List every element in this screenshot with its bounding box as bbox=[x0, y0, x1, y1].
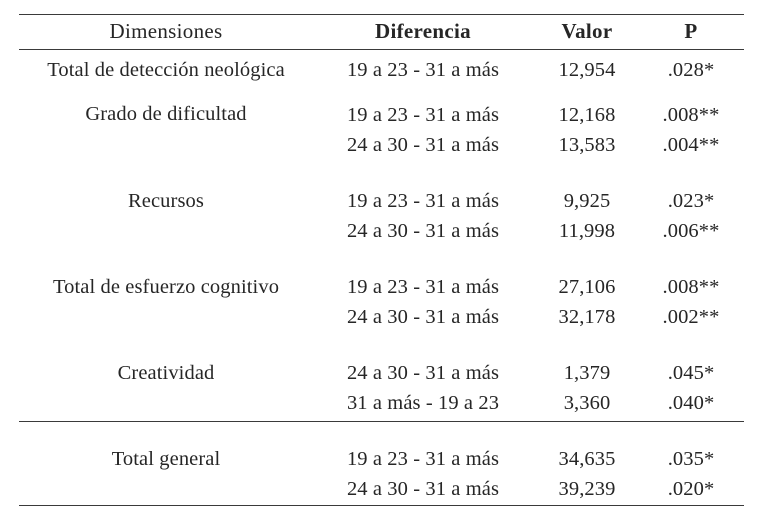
valor-cell: 12,168 bbox=[558, 104, 616, 126]
valor-cell: 1,379 bbox=[563, 362, 611, 384]
table-top-rule bbox=[19, 14, 744, 15]
header-valor: Valor bbox=[561, 19, 613, 43]
p-cell: .020* bbox=[667, 478, 715, 500]
header-p: P bbox=[684, 19, 698, 43]
dimension-label: Recursos bbox=[128, 190, 204, 212]
diferencia-cell: 19 a 23 - 31 a más bbox=[346, 59, 500, 81]
table-bottom-rule bbox=[19, 505, 744, 506]
p-cell: .008** bbox=[662, 276, 720, 298]
dimension-label: Creatividad bbox=[117, 362, 215, 384]
diferencia-cell: 24 a 30 - 31 a más bbox=[346, 134, 500, 156]
header-diferencia: Diferencia bbox=[375, 19, 471, 43]
diferencia-cell: 19 a 23 - 31 a más bbox=[346, 190, 500, 212]
dimension-label: Grado de dificultad bbox=[85, 103, 247, 125]
valor-cell: 13,583 bbox=[558, 134, 616, 156]
dimension-label: Total de esfuerzo cognitivo bbox=[52, 276, 280, 298]
diferencia-cell: 19 a 23 - 31 a más bbox=[346, 448, 500, 470]
p-cell: .008** bbox=[662, 104, 720, 126]
valor-cell: 9,925 bbox=[563, 190, 611, 212]
summary-rule bbox=[19, 421, 744, 422]
valor-cell: 34,635 bbox=[558, 448, 616, 470]
p-cell: .006** bbox=[662, 220, 720, 242]
p-cell: .040* bbox=[667, 392, 715, 414]
p-cell: .004** bbox=[662, 134, 720, 156]
valor-cell: 3,360 bbox=[563, 392, 611, 414]
diferencia-cell: 24 a 30 - 31 a más bbox=[346, 220, 500, 242]
dimension-label: Total de detección neológica bbox=[47, 59, 285, 81]
diferencia-cell: 24 a 30 - 31 a más bbox=[346, 306, 500, 328]
diferencia-cell: 31 a más - 19 a 23 bbox=[346, 392, 500, 414]
p-cell: .028* bbox=[667, 59, 715, 81]
header-dimensiones: Dimensiones bbox=[109, 19, 223, 43]
diferencia-cell: 24 a 30 - 31 a más bbox=[346, 362, 500, 384]
p-cell: .035* bbox=[667, 448, 715, 470]
diferencia-cell: 19 a 23 - 31 a más bbox=[346, 276, 500, 298]
valor-cell: 39,239 bbox=[558, 478, 616, 500]
valor-cell: 12,954 bbox=[558, 59, 616, 81]
diferencia-cell: 19 a 23 - 31 a más bbox=[346, 104, 500, 126]
valor-cell: 32,178 bbox=[558, 306, 616, 328]
p-cell: .002** bbox=[662, 306, 720, 328]
dimension-label: Total general bbox=[111, 448, 221, 470]
p-cell: .045* bbox=[667, 362, 715, 384]
valor-cell: 11,998 bbox=[558, 220, 616, 242]
valor-cell: 27,106 bbox=[558, 276, 616, 298]
diferencia-cell: 24 a 30 - 31 a más bbox=[346, 478, 500, 500]
p-cell: .023* bbox=[667, 190, 715, 212]
header-rule bbox=[19, 49, 744, 50]
